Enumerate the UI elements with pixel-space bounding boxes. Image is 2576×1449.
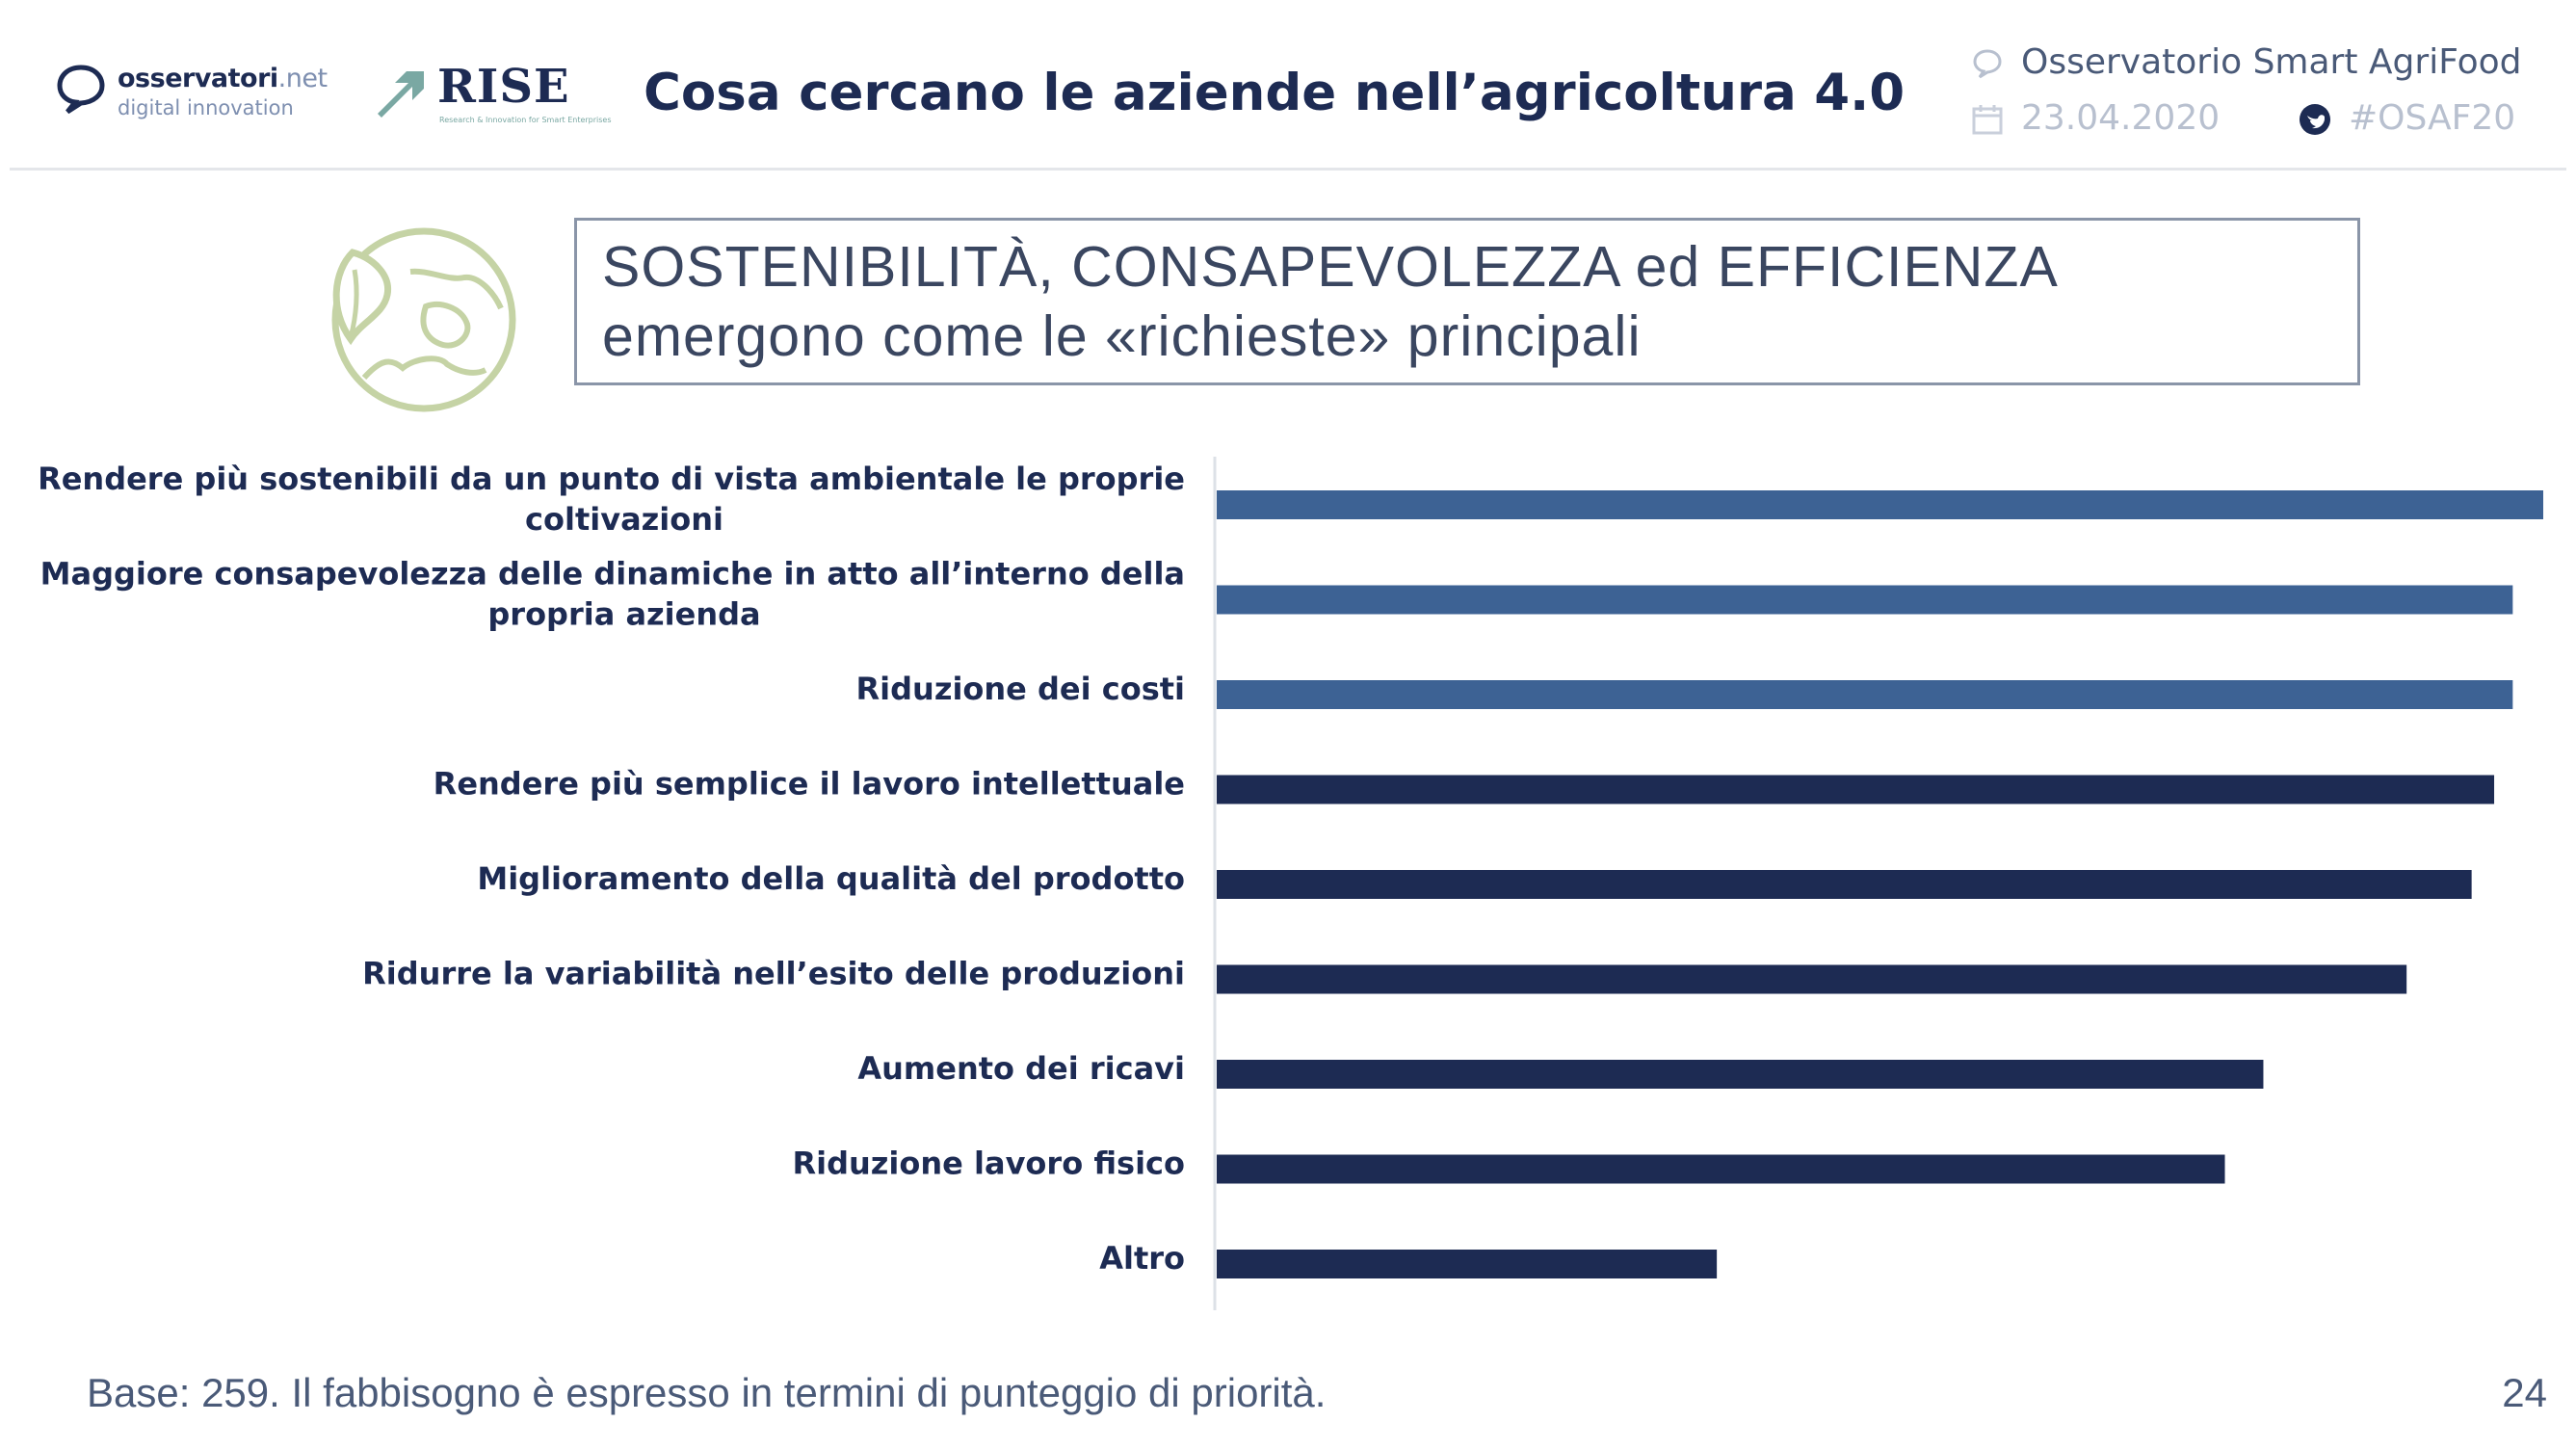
rise-logo-tagline: Research & Innovation for Smart Enterpri…	[439, 116, 612, 124]
category-label-9: Altro	[1099, 1240, 1185, 1277]
bar-6	[1217, 964, 2407, 994]
arrow-icon	[378, 71, 424, 118]
bar-3	[1217, 680, 2513, 709]
speech-bubble-icon	[57, 65, 105, 115]
twitter-icon	[2300, 104, 2330, 135]
slide-header: osservatori.net digital innovation RISE …	[10, 8, 2566, 171]
category-label-7: Aumento dei ricavi	[857, 1050, 1185, 1087]
category-label-8: Riduzione lavoro fisico	[793, 1146, 1186, 1182]
headline-line-2: emergono come le «richieste» principali	[602, 304, 1642, 368]
page-number: 24	[2502, 1370, 2547, 1415]
category-label-3: Riduzione dei costi	[856, 671, 1185, 707]
bar-1	[1217, 490, 2543, 519]
page-title: Cosa cercano le aziende nell’agricoltura…	[644, 64, 1906, 122]
calendar-icon	[1972, 105, 2003, 135]
rise-logo: RISE Research & Innovation for Smart Ent…	[374, 60, 612, 137]
event-name-row: Osservatorio Smart AgriFood	[1971, 42, 2522, 82]
osservatori-logo-subtitle: digital innovation	[118, 96, 294, 119]
category-label-1-line-1: Rendere più sostenibili da un punto di v…	[38, 461, 1185, 497]
category-label-5: Miglioramento della qualità del prodotto	[477, 860, 1185, 897]
osservatori-logo-text: osservatori.net	[118, 64, 328, 93]
event-date: 23.04.2020	[2021, 98, 2221, 138]
category-label-4: Rendere più semplice il lavoro intellett…	[434, 766, 1185, 803]
event-info: Osservatorio Smart AgriFood 23.04.2020 #…	[1971, 42, 2568, 158]
speech-bubble-icon	[1973, 49, 2002, 79]
event-hashtag-row[interactable]: #OSAF20	[2299, 98, 2515, 138]
category-label-6: Ridurre la variabilità nell’esito delle …	[362, 956, 1185, 992]
osservatori-logo: osservatori.net digital innovation	[54, 58, 343, 135]
bar-8	[1217, 1154, 2225, 1184]
priority-bar-chart: Rendere più sostenibili da un punto di v…	[38, 457, 2543, 1310]
globe-leaf-icon	[331, 227, 516, 412]
event-name: Osservatorio Smart AgriFood	[2021, 42, 2522, 82]
bar-9	[1217, 1250, 1718, 1278]
event-date-row: 23.04.2020	[1971, 98, 2220, 138]
bar-4	[1217, 775, 2495, 804]
bar-7	[1217, 1060, 2264, 1089]
footnote: Base: 259. Il fabbisogno è espresso in t…	[87, 1370, 1327, 1415]
rise-logo-text: RISE	[437, 60, 570, 114]
category-label-2-line-1: Maggiore consapevolezza delle dinamiche …	[40, 556, 1185, 593]
headline-box: SOSTENIBILITÀ, CONSAPEVOLEZZA ed EFFICIE…	[574, 218, 2360, 385]
category-label-2-line-2: propria azienda	[487, 596, 760, 633]
bar-5	[1217, 870, 2472, 899]
headline-line-1: SOSTENIBILITÀ, CONSAPEVOLEZZA ed EFFICIE…	[602, 235, 2059, 299]
category-label-1-line-2: coltivazioni	[525, 501, 723, 538]
bar-2	[1217, 585, 2513, 615]
event-hashtag: #OSAF20	[2349, 98, 2516, 138]
